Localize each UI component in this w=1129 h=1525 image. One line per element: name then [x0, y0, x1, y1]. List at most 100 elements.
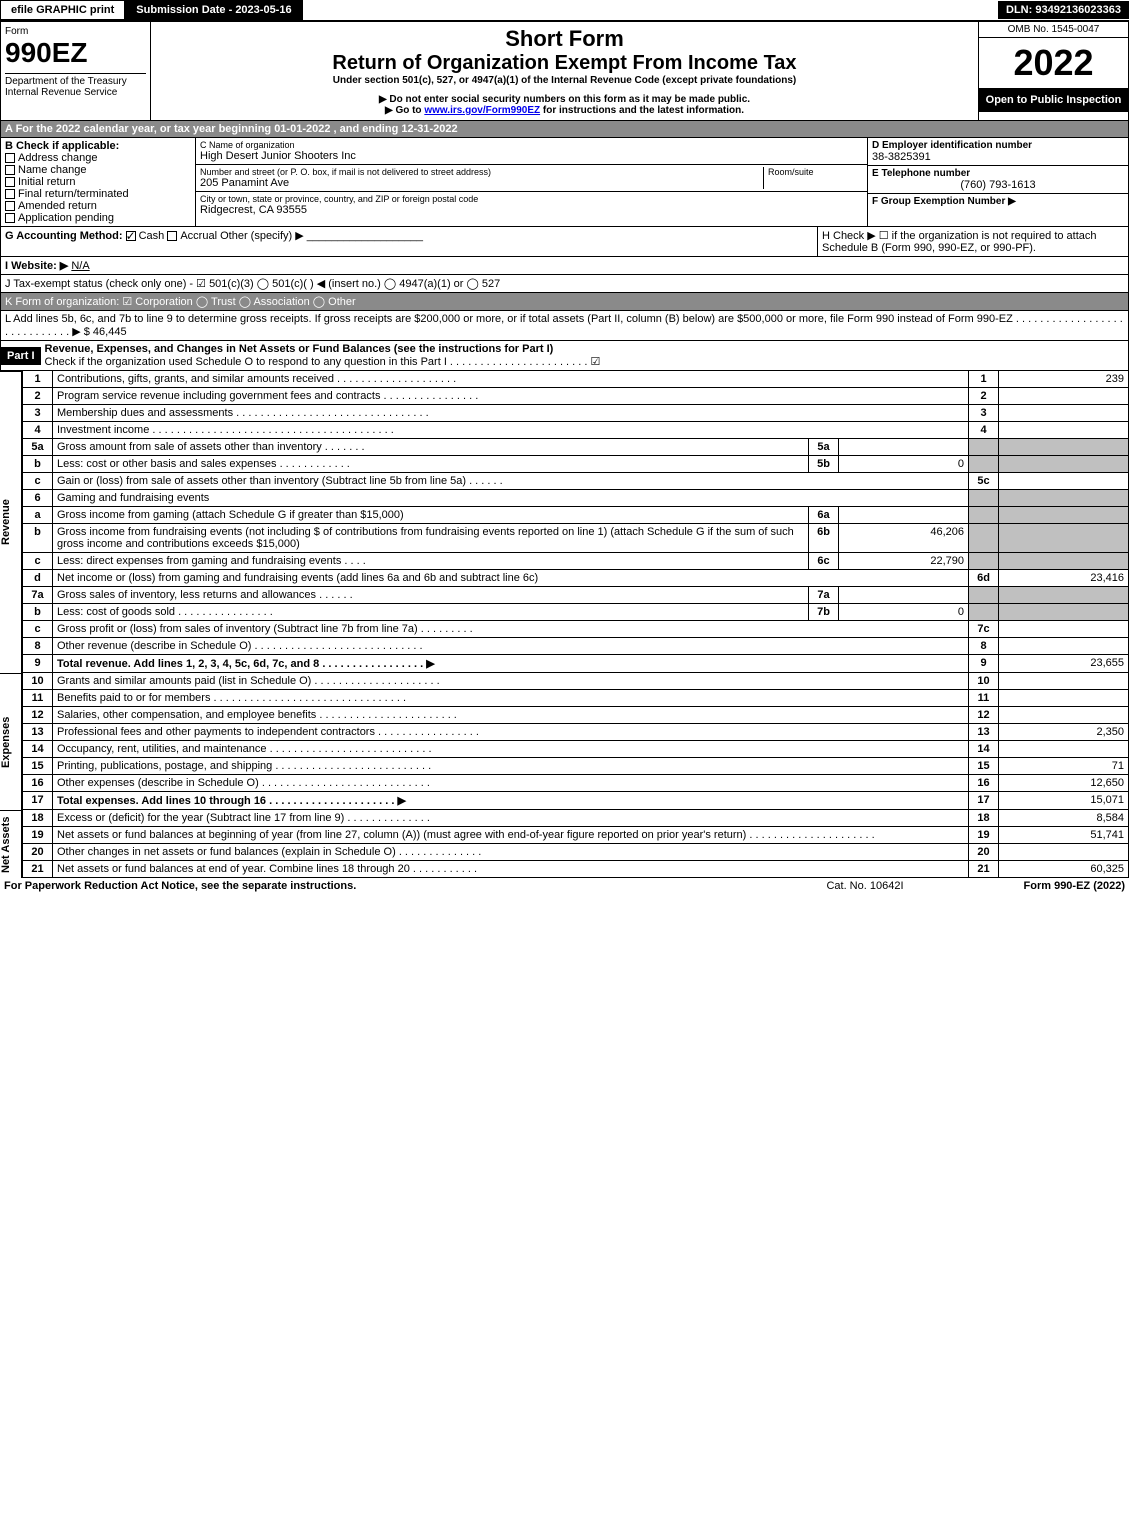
- ln7c-n: c: [23, 621, 53, 638]
- ln11-d: Benefits paid to or for members: [57, 692, 210, 704]
- footer-left: For Paperwork Reduction Act Notice, see …: [4, 880, 356, 892]
- ln16-n: 16: [23, 775, 53, 792]
- ln6a-n: a: [23, 507, 53, 524]
- ln4-n: 4: [23, 422, 53, 439]
- ln11-num: 11: [969, 690, 999, 707]
- ln17-v: 15,071: [999, 792, 1129, 810]
- sub3-pre: ▶ Go to: [385, 105, 424, 116]
- ln10-d: Grants and similar amounts paid (list in…: [57, 675, 311, 687]
- ln17-n: 17: [23, 792, 53, 810]
- ln6c-d: Less: direct expenses from gaming and fu…: [57, 555, 341, 567]
- ln19-d: Net assets or fund balances at beginning…: [57, 829, 746, 841]
- ln16-num: 16: [969, 775, 999, 792]
- ln6-n: 6: [23, 490, 53, 507]
- omb: OMB No. 1545-0047: [979, 22, 1128, 38]
- ln3-n: 3: [23, 405, 53, 422]
- ln5a-sl: 5a: [809, 439, 839, 456]
- footer: For Paperwork Reduction Act Notice, see …: [0, 878, 1129, 894]
- top-header: efile GRAPHIC print Submission Date - 20…: [0, 0, 1129, 21]
- main-title: Return of Organization Exempt From Incom…: [155, 52, 974, 75]
- ln13-d: Professional fees and other payments to …: [57, 726, 375, 738]
- ln13-v: 2,350: [999, 724, 1129, 741]
- ln4-num: 4: [969, 422, 999, 439]
- part1-check: Check if the organization used Schedule …: [45, 356, 601, 368]
- ln18-n: 18: [23, 810, 53, 827]
- box-b: B Check if applicable: Address change Na…: [1, 138, 196, 226]
- ln6c-sl: 6c: [809, 553, 839, 570]
- ln19-n: 19: [23, 827, 53, 844]
- ln12-num: 12: [969, 707, 999, 724]
- ln9-num: 9: [969, 655, 999, 673]
- title-block: Form 990EZ Department of the Treasury In…: [0, 21, 1129, 121]
- ln4-d: Investment income: [57, 424, 149, 436]
- ln10-n: 10: [23, 673, 53, 690]
- ln5b-sv: 0: [839, 456, 969, 473]
- ein: 38-3825391: [872, 151, 1124, 163]
- vert-expenses: Expenses: [0, 673, 22, 810]
- ln15-d: Printing, publications, postage, and shi…: [57, 760, 272, 772]
- ln2-num: 2: [969, 388, 999, 405]
- ln6d-n: d: [23, 570, 53, 587]
- sub3: ▶ Go to www.irs.gov/Form990EZ for instru…: [155, 105, 974, 116]
- part1-hdr: Part I: [1, 347, 41, 365]
- ln7a-sl: 7a: [809, 587, 839, 604]
- ln21-v: 60,325: [999, 861, 1129, 878]
- tax-year: 2022: [979, 38, 1128, 88]
- ln2-v: [999, 388, 1129, 405]
- ln19-num: 19: [969, 827, 999, 844]
- ln2-d: Program service revenue including govern…: [57, 390, 380, 402]
- ln5c-v: [999, 473, 1129, 490]
- ln21-d: Net assets or fund balances at end of ye…: [57, 863, 410, 875]
- opt-amended: Amended return: [18, 200, 97, 212]
- ln6b-d: Gross income from fundraising events (no…: [53, 524, 809, 553]
- short-form-title: Short Form: [155, 26, 974, 52]
- phone: (760) 793-1613: [872, 179, 1124, 191]
- expenses-table: 10 Grants and similar amounts paid (list …: [22, 673, 1129, 810]
- ln14-v: [999, 741, 1129, 758]
- ln7c-num: 7c: [969, 621, 999, 638]
- org-info-row: B Check if applicable: Address change Na…: [0, 138, 1129, 227]
- ln6b-sv: 46,206: [839, 524, 969, 553]
- ln11-v: [999, 690, 1129, 707]
- ln11-n: 11: [23, 690, 53, 707]
- vert-netassets: Net Assets: [0, 810, 22, 878]
- ln8-num: 8: [969, 638, 999, 655]
- ln6a-sl: 6a: [809, 507, 839, 524]
- ln6a-sv: [839, 507, 969, 524]
- ln5c-num: 5c: [969, 473, 999, 490]
- irs: Internal Revenue Service: [5, 87, 146, 98]
- ln12-n: 12: [23, 707, 53, 724]
- ln18-d: Excess or (deficit) for the year (Subtra…: [57, 812, 344, 824]
- vert-revenue: Revenue: [0, 371, 22, 673]
- footer-right: Form 990-EZ (2022): [1024, 880, 1125, 892]
- ln12-d: Salaries, other compensation, and employ…: [57, 709, 316, 721]
- ln6d-num: 6d: [969, 570, 999, 587]
- ln20-v: [999, 844, 1129, 861]
- form-word: Form: [5, 26, 146, 37]
- org-name: High Desert Junior Shooters Inc: [200, 150, 863, 162]
- city-label: City or town, state or province, country…: [200, 194, 863, 204]
- ln7c-v: [999, 621, 1129, 638]
- ln3-v: [999, 405, 1129, 422]
- ln14-num: 14: [969, 741, 999, 758]
- ln15-v: 71: [999, 758, 1129, 775]
- ln13-n: 13: [23, 724, 53, 741]
- opt-final: Final return/terminated: [18, 188, 129, 200]
- website: N/A: [71, 260, 89, 272]
- ln19-v: 51,741: [999, 827, 1129, 844]
- line-k: K Form of organization: ☑ Corporation ◯ …: [0, 293, 1129, 311]
- ln5b-n: b: [23, 456, 53, 473]
- irs-link[interactable]: www.irs.gov/Form990EZ: [424, 105, 540, 116]
- ln5b-sl: 5b: [809, 456, 839, 473]
- opt-initial: Initial return: [18, 176, 75, 188]
- ln18-num: 18: [969, 810, 999, 827]
- ln7c-d: Gross profit or (loss) from sales of inv…: [57, 623, 418, 635]
- opt-pending: Application pending: [18, 212, 114, 224]
- ln5b-d: Less: cost or other basis and sales expe…: [57, 458, 277, 470]
- ln1-d: Contributions, gifts, grants, and simila…: [57, 373, 334, 385]
- submission-date: Submission Date - 2023-05-16: [125, 0, 302, 20]
- ln7a-sv: [839, 587, 969, 604]
- ln9-v: 23,655: [999, 655, 1129, 673]
- d-label: D Employer identification number: [872, 140, 1124, 151]
- g-cash: Cash: [139, 230, 165, 242]
